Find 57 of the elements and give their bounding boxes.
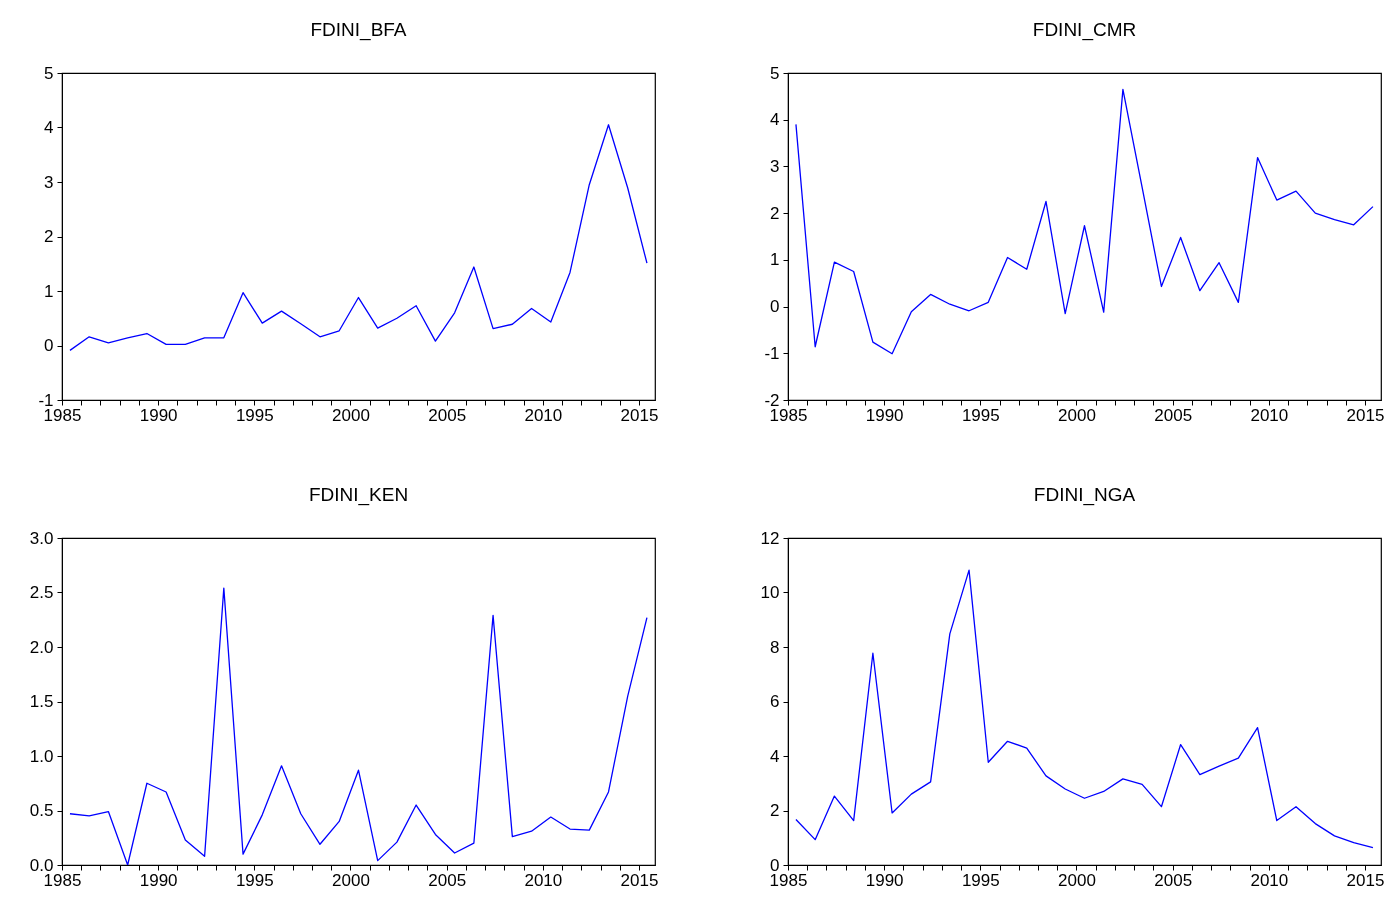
x-tick-label: 2010 bbox=[524, 870, 563, 890]
y-tick-label: 6 bbox=[770, 692, 780, 711]
x-tick-label: 1995 bbox=[235, 870, 274, 890]
x-tick-label: 1995 bbox=[235, 405, 274, 425]
line-series bbox=[795, 88, 1374, 355]
y-tick-label: 0 bbox=[770, 297, 780, 317]
x-tick-label: 2000 bbox=[332, 405, 370, 425]
y-tick-label: 3 bbox=[770, 156, 780, 176]
y-tick-label: 4 bbox=[770, 110, 780, 130]
x-tick-label: 2010 bbox=[1250, 870, 1289, 890]
chart-title: FDINI_BFA bbox=[310, 19, 407, 41]
x-tick-label: 2005 bbox=[428, 870, 467, 890]
chart-title: FDINI_KEN bbox=[308, 484, 409, 506]
y-tick-label: -1 bbox=[764, 343, 780, 363]
y-tick-label: 1.0 bbox=[29, 746, 54, 766]
y-tick-label: 2 bbox=[770, 801, 780, 820]
line-series bbox=[69, 124, 648, 352]
x-tick-label: 2000 bbox=[1058, 870, 1096, 890]
y-tick-label: 2.5 bbox=[29, 583, 54, 602]
y-tick-label: 0.5 bbox=[29, 801, 54, 820]
x-tick-label: 2010 bbox=[1250, 405, 1289, 425]
chart-title: FDINI_NGA bbox=[1033, 484, 1136, 506]
x-tick-label: 2005 bbox=[428, 405, 467, 425]
x-tick-label: 2000 bbox=[332, 870, 370, 890]
x-tick-label: 2015 bbox=[1346, 870, 1385, 890]
y-tick-label: 0 bbox=[44, 336, 54, 355]
x-tick-label: 2000 bbox=[1058, 405, 1096, 425]
x-tick-label: 2015 bbox=[620, 870, 659, 890]
x-tick-label: 1990 bbox=[865, 405, 904, 425]
chart-title: FDINI_CMR bbox=[1032, 19, 1137, 41]
x-tick-label: 1990 bbox=[139, 405, 178, 425]
y-tick-label: 3.0 bbox=[29, 528, 54, 548]
y-tick-label: 8 bbox=[770, 637, 780, 657]
y-tick-label: 5 bbox=[770, 63, 780, 83]
y-tick-label: 10 bbox=[760, 583, 780, 602]
y-tick-label: 1 bbox=[770, 250, 780, 270]
y-tick-label: 4 bbox=[770, 746, 780, 766]
y-tick-label: 1.5 bbox=[29, 692, 54, 711]
y-tick-label: 12 bbox=[760, 528, 780, 548]
y-tick-label: 5 bbox=[44, 63, 54, 83]
line-series bbox=[795, 569, 1374, 849]
x-tick-label: 2015 bbox=[620, 405, 659, 425]
y-tick-label: 2 bbox=[770, 203, 780, 223]
x-tick-label: 1990 bbox=[139, 870, 178, 890]
x-tick-label: 1990 bbox=[865, 870, 904, 890]
x-tick-label: 1995 bbox=[961, 405, 1000, 425]
y-tick-label: 2 bbox=[44, 227, 54, 246]
line-series bbox=[69, 587, 648, 865]
y-tick-label: 4 bbox=[44, 118, 54, 137]
x-tick-label: 2005 bbox=[1154, 405, 1193, 425]
y-tick-label: 1 bbox=[44, 281, 54, 301]
y-tick-label: 3 bbox=[44, 172, 54, 192]
x-tick-label: 1995 bbox=[961, 870, 1000, 890]
y-tick-label: 2.0 bbox=[29, 637, 54, 657]
x-tick-label: 2010 bbox=[524, 405, 563, 425]
x-tick-label: 2015 bbox=[1346, 405, 1385, 425]
x-tick-label: 2005 bbox=[1154, 870, 1193, 890]
